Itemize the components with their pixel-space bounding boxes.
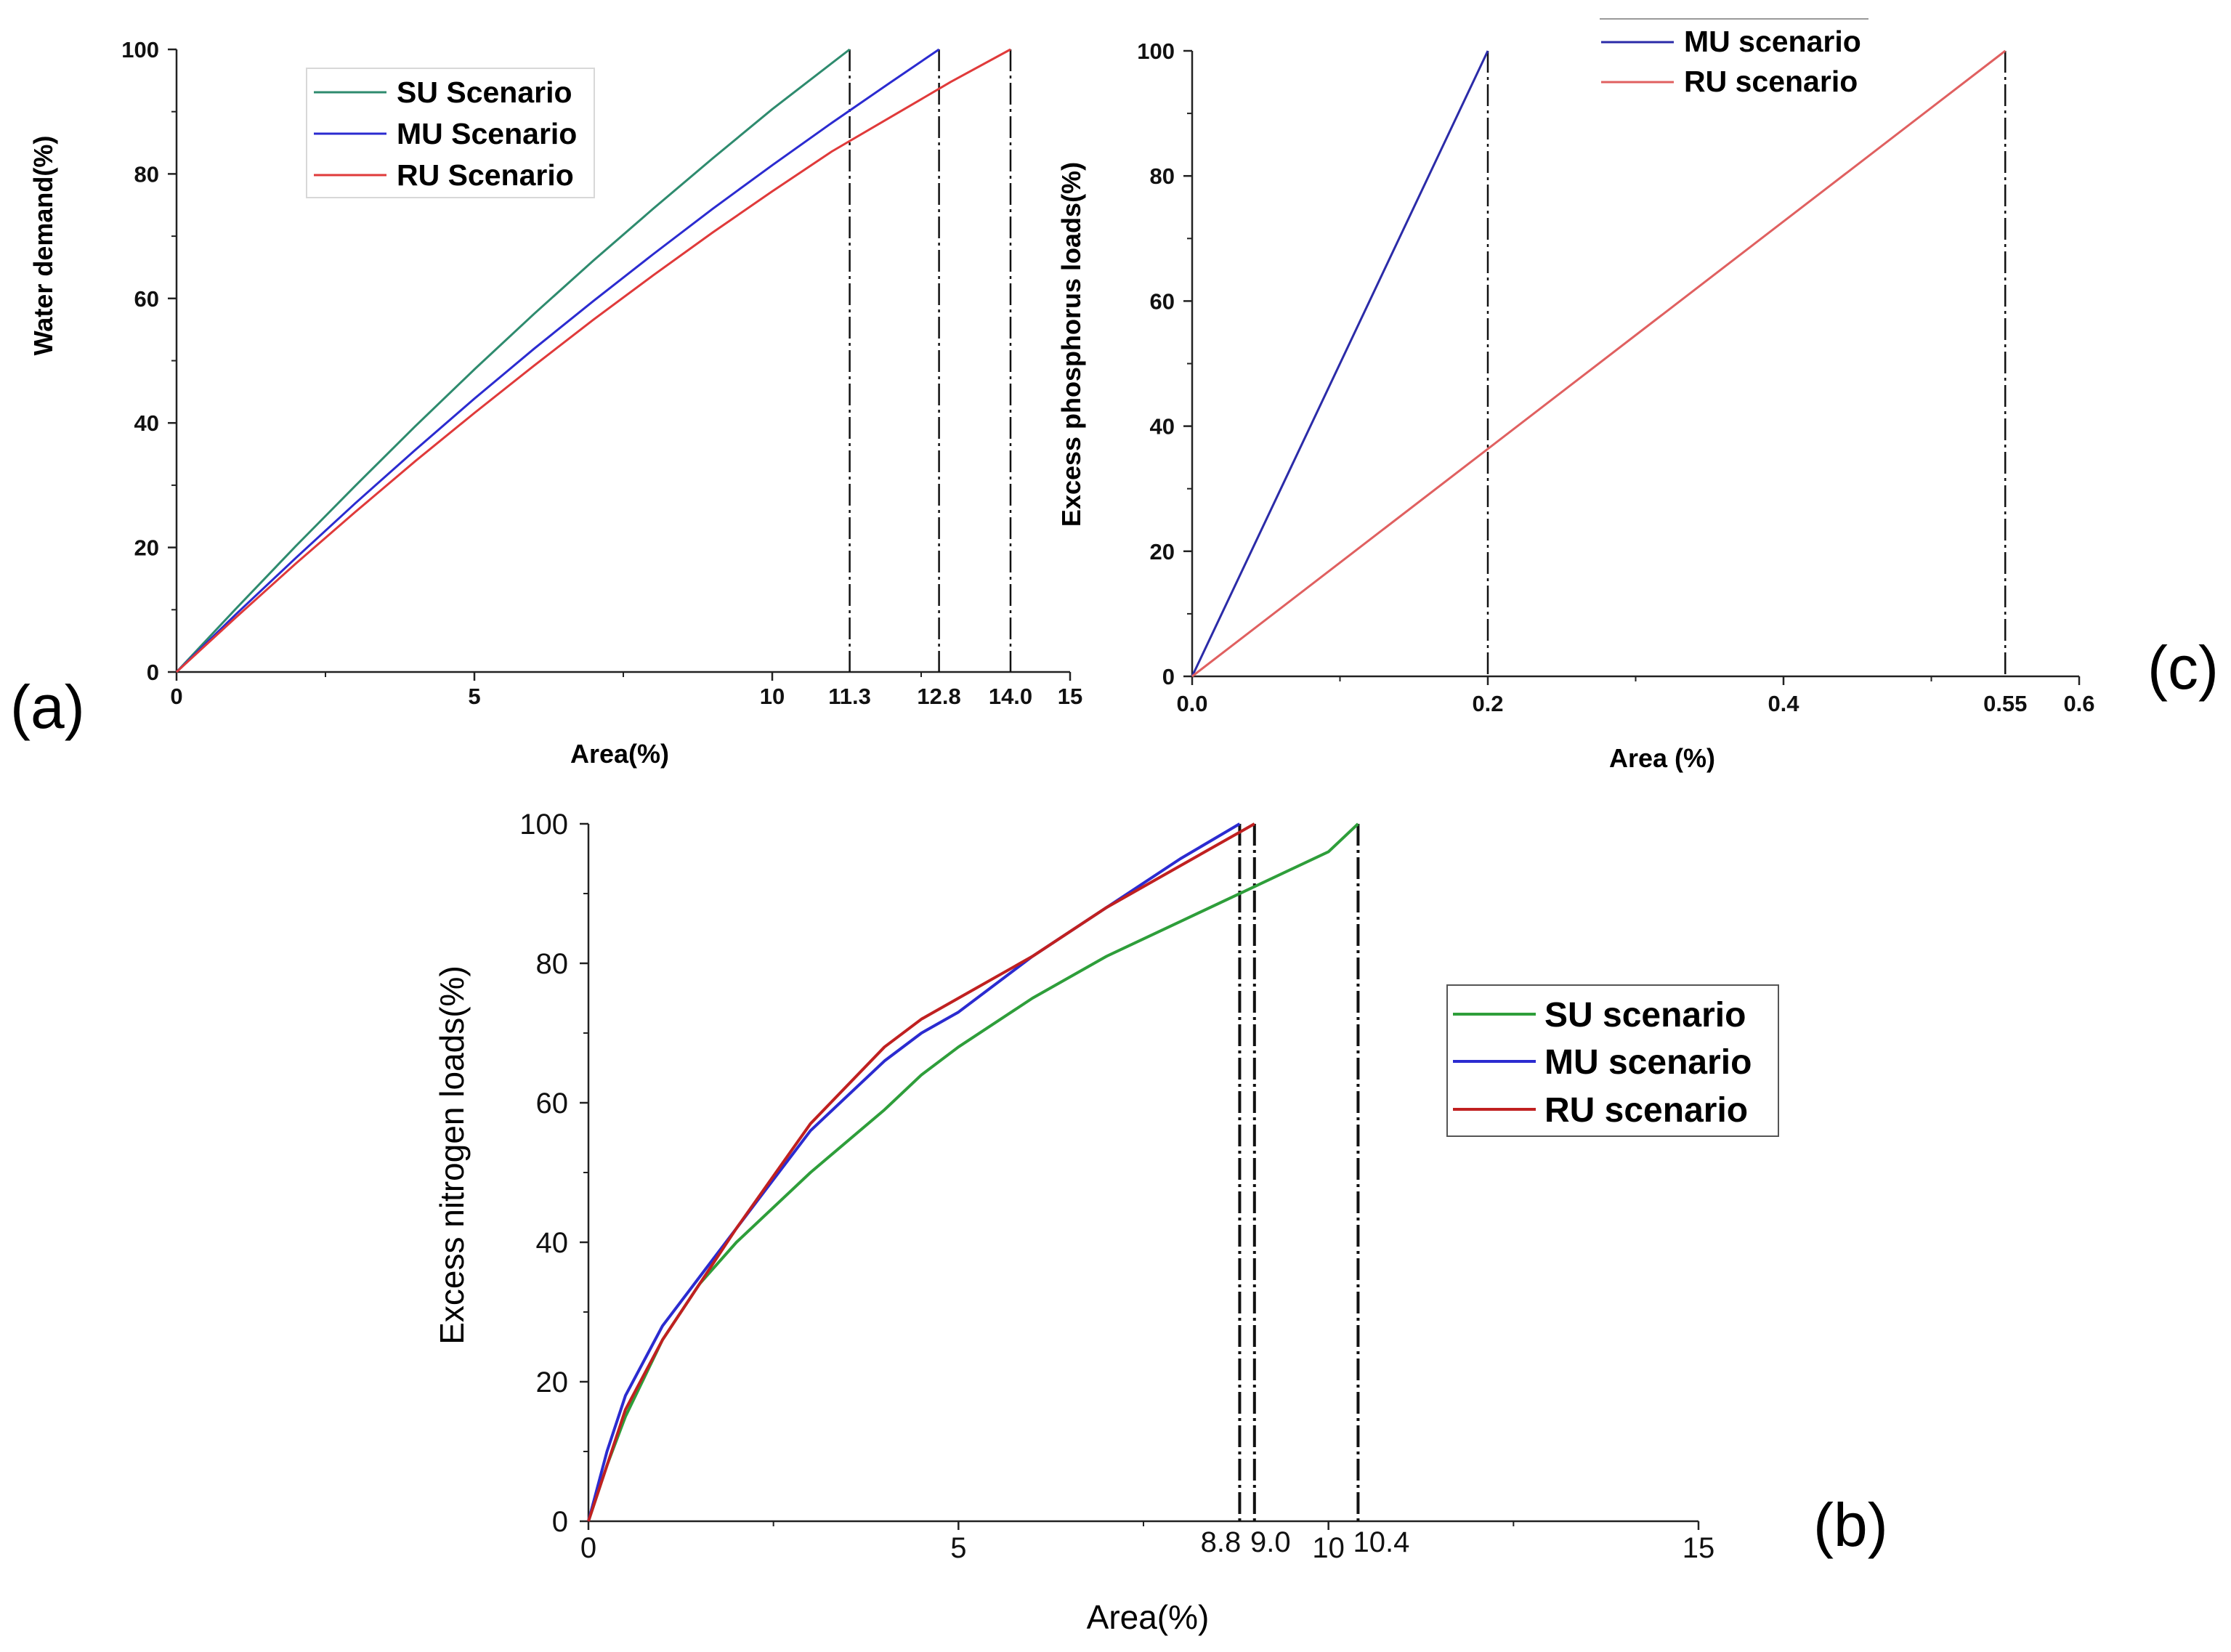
panel-c-ytick-label: 20 bbox=[1150, 539, 1175, 564]
panel-a-cutoff-label: 11.3 bbox=[828, 684, 871, 709]
panel-b-xtick-label: 5 bbox=[950, 1532, 966, 1564]
panel-b-cutoff-label: 10.4 bbox=[1353, 1526, 1409, 1558]
panel-b-ytick-label: 0 bbox=[552, 1506, 568, 1538]
panel-b-cutoff-label: 8.8 bbox=[1201, 1526, 1242, 1558]
panel-a-ytick-label: 60 bbox=[134, 286, 159, 312]
panel-a-cutoff-label: 14.0 bbox=[989, 684, 1032, 709]
panel-c-letter: (c) bbox=[2147, 633, 2219, 702]
panel-a-letter: (a) bbox=[10, 673, 85, 741]
panel-a-ytick-label: 20 bbox=[134, 535, 159, 561]
panel-a-ytick-label: 40 bbox=[134, 410, 159, 436]
panel-b-plot-area: 0 20 40 60 80 100 0 5 10 15 8.8 9.0 10.4 bbox=[519, 809, 1714, 1564]
panel-b-series-line-2 bbox=[587, 822, 1255, 1522]
panel-a-xtick-label: 0 bbox=[170, 684, 182, 709]
panel-b-ytick-label: 80 bbox=[536, 948, 569, 980]
panel-b-legend-label-su: SU scenario bbox=[1544, 996, 1746, 1034]
panel-b-ytick-label: 100 bbox=[519, 809, 568, 841]
panel-c-series-line-1 bbox=[1191, 49, 2007, 678]
panel-c-cutoff-label: 0.55 bbox=[1983, 691, 2027, 716]
panel-c-plot-area: 0 20 40 60 80 100 0.0 0.2 0.4 0.6 0.55 bbox=[1137, 39, 2094, 716]
panel-b-xlabel: Area(%) bbox=[1087, 1598, 1210, 1636]
panel-c-xtick-label: 0.0 bbox=[1176, 691, 1207, 716]
panel-b-letter: (b) bbox=[1813, 1491, 1888, 1559]
panel-c-xtick-label: 0.6 bbox=[2063, 691, 2094, 716]
panel-b-nitrogen: 0 20 40 60 80 100 0 5 10 15 8.8 9.0 10.4 Excess nitr… bbox=[433, 809, 1888, 1636]
panel-b-ylabel: Excess nitrogen loads(%) bbox=[433, 965, 471, 1345]
panel-a-legend-label-su: SU Scenario bbox=[397, 76, 572, 109]
panel-b-legend-label-ru: RU scenario bbox=[1544, 1091, 1748, 1130]
panel-c-legend-label-mu: MU scenario bbox=[1684, 25, 1861, 58]
panel-c-xtick-label: 0.4 bbox=[1768, 691, 1799, 716]
panel-c-ytick-label: 60 bbox=[1150, 288, 1175, 314]
panel-b-xtick-label: 0 bbox=[580, 1532, 596, 1564]
panel-c-ytick-label: 0 bbox=[1162, 664, 1175, 689]
panel-a-ytick-label: 0 bbox=[147, 660, 159, 685]
panel-c-ylabel: Excess phosphorus loads(%) bbox=[1056, 162, 1086, 527]
panel-a-legend-label-mu: MU Scenario bbox=[397, 117, 577, 150]
panel-a-legend-label-ru: RU Scenario bbox=[397, 158, 574, 192]
panel-a-legend: SU Scenario MU Scenario RU Scenario bbox=[306, 68, 595, 198]
panel-a-ylabel: Water demand(%) bbox=[28, 136, 58, 356]
panel-b-legend: SU scenario MU scenario RU scenario bbox=[1446, 984, 1779, 1137]
panel-a-xtick-label: 5 bbox=[468, 684, 480, 709]
panel-c-xlabel: Area (%) bbox=[1609, 743, 1715, 773]
panel-a-series-line-0 bbox=[175, 48, 851, 673]
panel-a-ytick-label: 80 bbox=[134, 161, 159, 187]
panel-c-legend-label-ru: RU scenario bbox=[1684, 65, 1858, 98]
panel-b-cutoff-label: 9.0 bbox=[1250, 1526, 1291, 1558]
panel-a-series-line-2 bbox=[175, 48, 1011, 673]
panel-a-plot-area: 0 20 40 60 80 100 0 5 10 15 11.3 12.8 14.0 bbox=[121, 37, 1082, 709]
panel-a-cutoff-label: 12.8 bbox=[917, 684, 960, 709]
panel-b-ytick-label: 60 bbox=[536, 1088, 569, 1119]
panel-b-series-line-0 bbox=[587, 822, 1359, 1522]
panel-c-phosphorus: 0 20 40 60 80 100 0.0 0.2 0.4 0.6 0.55 Excess phos… bbox=[1056, 18, 2219, 773]
panel-a-water-demand: 0 20 40 60 80 100 0 5 10 15 11.3 12.8 14.0 Water dem… bbox=[10, 37, 1082, 769]
panel-a-xlabel: Area(%) bbox=[570, 739, 669, 769]
panel-c-ytick-label: 40 bbox=[1150, 414, 1175, 440]
panel-b-ytick-label: 40 bbox=[536, 1227, 569, 1259]
panel-a-ytick-label: 100 bbox=[121, 37, 159, 62]
panel-b-ytick-label: 20 bbox=[536, 1366, 569, 1398]
panel-c-ytick-label: 100 bbox=[1137, 39, 1175, 64]
panel-a-xtick-label: 10 bbox=[760, 684, 785, 709]
panel-c-xtick-label: 0.2 bbox=[1472, 691, 1503, 716]
panel-b-xtick-label: 15 bbox=[1683, 1532, 1715, 1564]
panel-a-xtick-label: 15 bbox=[1058, 684, 1082, 709]
panel-c-legend: MU scenario RU scenario bbox=[1600, 18, 1868, 98]
panel-a-series-line-1 bbox=[175, 48, 940, 673]
panel-b-xtick-label: 10 bbox=[1312, 1532, 1345, 1564]
panel-b-legend-label-mu: MU scenario bbox=[1544, 1043, 1752, 1082]
panel-c-ytick-label: 80 bbox=[1150, 163, 1175, 189]
panel-c-series-line-0 bbox=[1191, 50, 1489, 677]
